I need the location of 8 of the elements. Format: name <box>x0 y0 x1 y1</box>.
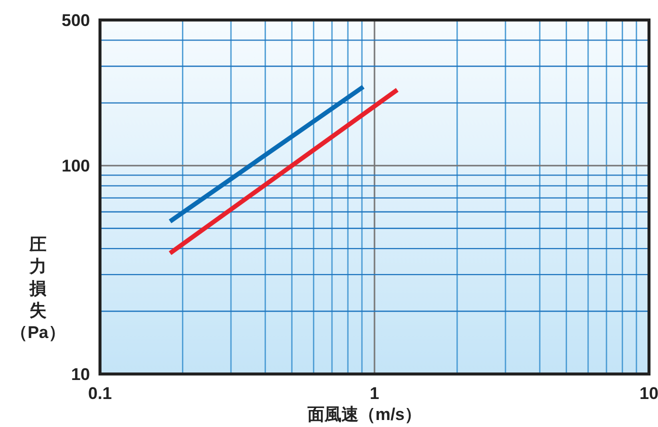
y-axis-title: 圧力損失（Pa） <box>10 235 66 342</box>
y-tick-label: 10 <box>71 365 90 384</box>
x-tick-label: 0.1 <box>88 384 112 403</box>
x-tick-label: 1 <box>370 384 380 403</box>
x-tick-label: 10 <box>640 384 658 403</box>
x-axis-title: 面風速（m/s） <box>306 405 422 424</box>
y-tick-label: 500 <box>62 11 90 30</box>
y-tick-label: 100 <box>62 156 90 176</box>
